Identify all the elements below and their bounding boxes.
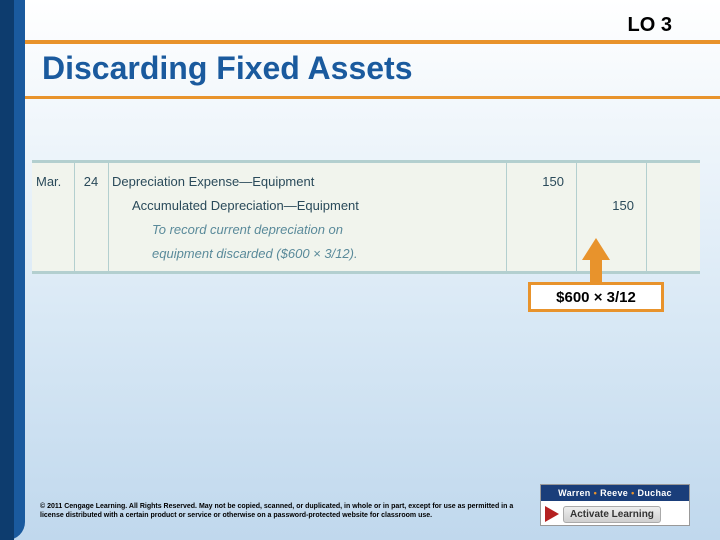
- play-arrow-icon: [545, 506, 559, 522]
- arrow-up-icon: [582, 238, 610, 260]
- top-divider: [25, 40, 720, 44]
- learning-objective-badge: LO 3: [628, 14, 672, 37]
- dot-icon: •: [594, 488, 597, 498]
- cell-debit: 150: [506, 174, 576, 189]
- dot-icon: •: [631, 488, 634, 498]
- page-title: Discarding Fixed Assets: [42, 50, 413, 87]
- calculation-callout: $600 × 3/12: [528, 282, 664, 312]
- cell-description: Depreciation Expense—Equipment: [108, 174, 506, 189]
- table-row: Mar. 24 Depreciation Expense—Equipment 1…: [32, 169, 700, 193]
- cell-month: Mar.: [32, 174, 74, 189]
- brand-tagline-row: Activate Learning: [541, 501, 689, 526]
- cell-credit: 150: [576, 198, 646, 213]
- author: Duchac: [638, 488, 672, 498]
- table-row: Accumulated Depreciation—Equipment 150: [32, 193, 700, 217]
- arrow-stem: [590, 258, 602, 284]
- author: Reeve: [600, 488, 628, 498]
- cell-day: 24: [74, 174, 108, 189]
- copyright-notice: © 2011 Cengage Learning. All Rights Rese…: [40, 503, 520, 520]
- brand-authors: Warren • Reeve • Duchac: [541, 485, 689, 501]
- left-blue-accent: [0, 0, 25, 540]
- cell-description: equipment discarded ($600 × 3/12).: [108, 246, 506, 261]
- cell-description: Accumulated Depreciation—Equipment: [108, 198, 506, 213]
- title-divider: [25, 96, 720, 99]
- cell-description: To record current depreciation on: [108, 222, 506, 237]
- author: Warren: [558, 488, 590, 498]
- publisher-badge: Warren • Reeve • Duchac Activate Learnin…: [540, 484, 690, 526]
- brand-tagline: Activate Learning: [563, 506, 661, 523]
